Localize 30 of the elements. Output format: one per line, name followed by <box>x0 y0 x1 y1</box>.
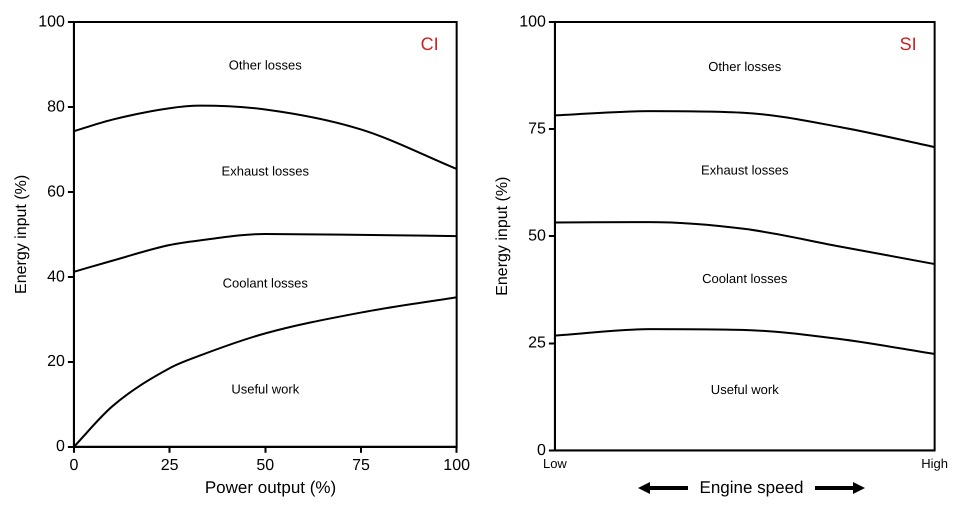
y-tick-label: 100 <box>38 13 65 30</box>
annotation: CI <box>420 34 439 54</box>
annotation: Exhaust losses <box>701 162 789 178</box>
annotation: Other losses <box>708 58 782 74</box>
y-axis-title: Energy input (%) <box>494 176 512 296</box>
annotation: SI <box>900 34 917 54</box>
y-tick-label: 40 <box>47 268 65 286</box>
annotation: Other losses <box>228 57 302 72</box>
y-tick-label: 100 <box>519 13 546 30</box>
annotation: Coolant losses <box>222 275 308 290</box>
y-tick-label: 25 <box>528 334 546 352</box>
x-tick-label: 0 <box>69 456 78 474</box>
x-axis-title: Engine speed <box>700 478 804 498</box>
x-axis-title: Power output (%) <box>204 478 336 498</box>
y-tick-label: 20 <box>47 353 65 370</box>
annotation: Exhaust losses <box>222 163 310 178</box>
y-tick-label: 60 <box>47 183 65 200</box>
x-tick-label: 25 <box>160 456 179 474</box>
y-axis-title: Energy input (%) <box>13 174 30 294</box>
x-tick-label: High <box>921 456 948 471</box>
annotation: Useful work <box>231 382 300 397</box>
y-tick-label: 50 <box>528 228 546 245</box>
x-tick-label: 100 <box>443 456 470 474</box>
x-tick-label: 75 <box>352 456 370 474</box>
annotation: Useful work <box>710 382 780 397</box>
y-tick-label: 80 <box>47 98 65 116</box>
x-tick-label: 50 <box>256 456 274 474</box>
y-tick-label: 0 <box>56 438 65 456</box>
y-tick-label: 75 <box>528 120 546 138</box>
annotation: Coolant losses <box>702 271 788 286</box>
